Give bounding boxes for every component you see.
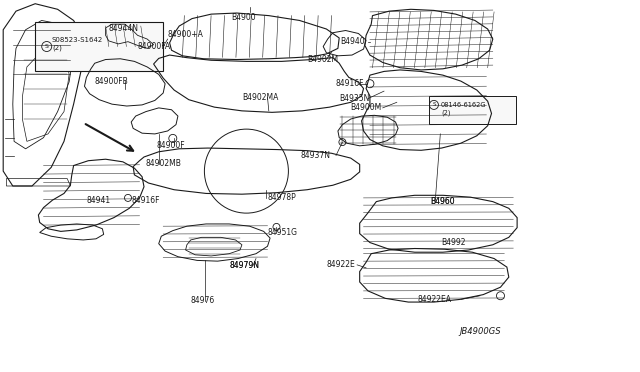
- Text: 84902MB: 84902MB: [146, 159, 182, 168]
- Text: 84979N: 84979N: [229, 262, 259, 270]
- Text: 84937N: 84937N: [301, 151, 331, 160]
- Text: 84976: 84976: [191, 296, 215, 305]
- Text: 84922EA: 84922EA: [417, 295, 451, 304]
- Text: 84922E: 84922E: [326, 260, 355, 269]
- Text: 84941: 84941: [86, 196, 111, 205]
- Polygon shape: [35, 22, 163, 71]
- Text: JB4900GS: JB4900GS: [460, 327, 501, 336]
- Text: S: S: [45, 44, 49, 49]
- Text: B4935N: B4935N: [339, 94, 369, 103]
- Text: 84916F: 84916F: [336, 79, 365, 88]
- Text: B4902MA: B4902MA: [242, 93, 278, 102]
- Text: 84951G: 84951G: [268, 228, 298, 237]
- Text: (2): (2): [442, 109, 451, 116]
- Bar: [429, 96, 516, 124]
- Text: S: S: [432, 102, 436, 108]
- Text: B4900M: B4900M: [351, 103, 382, 112]
- Text: (2): (2): [52, 44, 62, 51]
- Text: 84900F: 84900F: [157, 141, 186, 150]
- Text: 84900FA: 84900FA: [138, 42, 171, 51]
- Text: 84978P: 84978P: [268, 193, 296, 202]
- Text: 84900FB: 84900FB: [95, 77, 129, 86]
- Text: 84979N: 84979N: [229, 262, 259, 270]
- Text: B4902M: B4902M: [307, 55, 339, 64]
- Text: S08523-S1642: S08523-S1642: [51, 37, 102, 43]
- Text: B4960: B4960: [430, 197, 454, 206]
- Text: B4960: B4960: [430, 197, 454, 206]
- Text: B4940: B4940: [340, 37, 365, 46]
- Text: B4900: B4900: [232, 13, 256, 22]
- Text: B4992: B4992: [442, 238, 466, 247]
- Text: 84944N: 84944N: [109, 24, 139, 33]
- Text: 84916F: 84916F: [131, 196, 160, 205]
- Text: 84900+A: 84900+A: [168, 30, 204, 39]
- Text: 08146-6162G: 08146-6162G: [440, 102, 486, 108]
